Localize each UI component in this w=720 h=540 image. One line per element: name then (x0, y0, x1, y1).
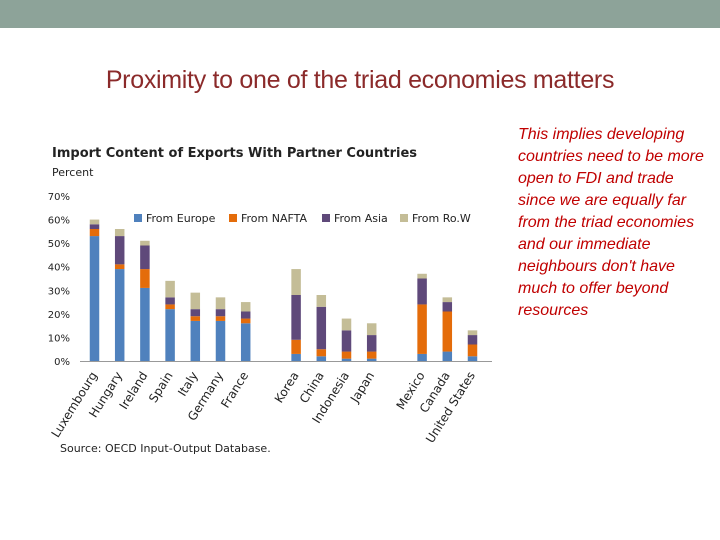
bar-spain-from-ro-w (165, 280, 175, 298)
legend-label-from-asia: From Asia (334, 212, 388, 225)
bar-canada-from-europe (442, 351, 453, 361)
bar-france-from-europe (240, 323, 251, 361)
top-bar (0, 0, 720, 28)
bar-canada-from-ro-w (442, 297, 453, 303)
bar-italy-from-nafta (190, 316, 201, 321)
bar-germany-from-ro-w (215, 297, 226, 310)
x-tick-label-italy: Italy (175, 369, 201, 399)
bar-mexico-from-ro-w (417, 273, 427, 279)
bar-france-from-ro-w (240, 302, 251, 312)
bar-united-states-from-asia (467, 335, 478, 345)
bar-indonesia-from-asia (341, 330, 352, 352)
y-tick-label: 30% (48, 286, 70, 297)
bar-china-from-asia (316, 306, 327, 350)
x-tick-label-spain: Spain (146, 369, 176, 405)
x-tick-label-korea: Korea (272, 369, 302, 405)
y-tick-label: 70% (48, 192, 70, 203)
y-axis-label: Percent (52, 166, 94, 179)
bar-ireland-from-europe (140, 287, 150, 361)
bar-ireland-from-ro-w (140, 240, 150, 246)
bar-luxembourg-from-nafta (89, 229, 100, 237)
bar-mexico-from-europe (417, 353, 427, 361)
bar-hungary-from-nafta (114, 264, 125, 270)
bar-canada-from-nafta (442, 311, 453, 352)
bar-hungary-from-ro-w (114, 229, 125, 237)
bar-italy-from-europe (190, 320, 201, 361)
bar-indonesia-from-ro-w (341, 318, 352, 331)
bar-luxembourg-from-europe (89, 236, 100, 361)
bar-germany-from-nafta (215, 316, 226, 321)
bar-japan-from-europe (366, 358, 377, 361)
legend-label-from-europe: From Europe (146, 212, 216, 225)
bar-luxembourg-from-asia (89, 224, 100, 229)
bar-spain-from-nafta (165, 304, 175, 310)
y-tick-label: 10% (48, 333, 70, 344)
bar-luxembourg-from-ro-w (89, 219, 100, 225)
bar-china-from-ro-w (316, 295, 327, 307)
source-note: Source: OECD Input-Output Database. (60, 442, 271, 455)
side-text: This implies developing countries need t… (518, 126, 704, 319)
slide-title: Proximity to one of the triad economies … (105, 66, 615, 94)
bar-japan-from-nafta (366, 351, 377, 359)
bar-hungary-from-europe (114, 269, 125, 361)
bar-united-states-from-nafta (467, 344, 478, 357)
legend-swatch-from-nafta (229, 214, 237, 222)
bar-japan-from-ro-w (366, 323, 377, 336)
bar-france-from-nafta (240, 318, 251, 324)
bar-korea-from-asia (291, 295, 301, 340)
bar-china-from-europe (316, 356, 327, 361)
y-tick-label: 40% (48, 263, 70, 274)
bar-united-states-from-ro-w (467, 330, 478, 336)
bar-united-states-from-europe (467, 356, 478, 361)
bar-korea-from-nafta (291, 339, 301, 354)
bar-china-from-nafta (316, 349, 327, 357)
bar-france-from-asia (240, 311, 251, 319)
bar-spain-from-asia (165, 297, 175, 305)
legend-swatch-from-europe (134, 214, 142, 222)
bar-korea-from-europe (291, 353, 301, 361)
bar-germany-from-europe (215, 320, 226, 361)
x-tick-label-japan: Japan (347, 369, 377, 406)
bar-italy-from-asia (190, 309, 201, 317)
y-tick-label: 0% (54, 357, 70, 368)
bar-mexico-from-asia (417, 278, 427, 305)
bar-italy-from-ro-w (190, 292, 201, 310)
bar-mexico-from-nafta (417, 304, 427, 354)
bar-canada-from-asia (442, 302, 453, 312)
bar-indonesia-from-nafta (341, 351, 352, 359)
bar-ireland-from-asia (140, 245, 150, 270)
bar-korea-from-ro-w (291, 269, 301, 295)
y-tick-label: 50% (48, 239, 70, 250)
bar-japan-from-asia (366, 335, 377, 352)
legend-label-from-nafta: From NAFTA (241, 212, 308, 225)
y-tick-label: 60% (48, 216, 70, 227)
y-tick-label: 20% (48, 310, 70, 321)
bar-indonesia-from-europe (341, 358, 352, 361)
bar-spain-from-europe (165, 309, 175, 361)
legend-swatch-from-ro-w (400, 214, 408, 222)
chart-title: Import Content of Exports With Partner C… (52, 146, 418, 161)
bar-hungary-from-asia (114, 236, 125, 265)
legend-label-from-ro-w: From Ro.W (412, 212, 471, 225)
bar-germany-from-asia (215, 309, 226, 317)
legend-swatch-from-asia (322, 214, 330, 222)
bar-ireland-from-nafta (140, 269, 150, 288)
